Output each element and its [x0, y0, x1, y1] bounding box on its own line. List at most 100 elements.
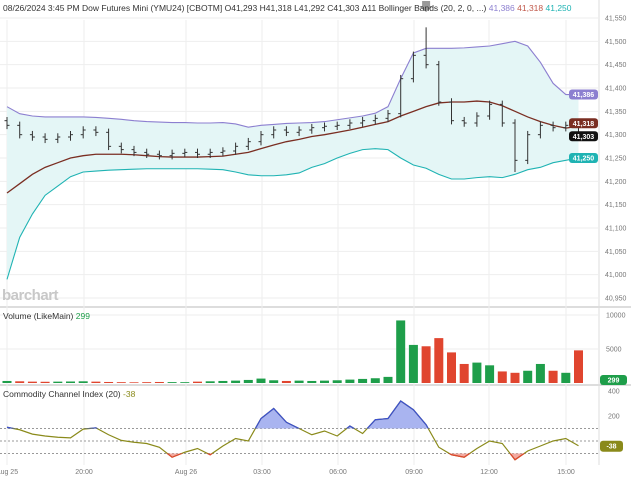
- cci-oversold-fill: [7, 453, 579, 460]
- last-value-tag-label: 41,250: [573, 156, 595, 163]
- volume-bar: [256, 378, 266, 383]
- price-bar: [118, 142, 124, 154]
- volume-last-tag: [600, 375, 627, 385]
- y-tick-label: 41,550: [605, 16, 627, 23]
- last-value-tag: [569, 89, 598, 100]
- price-bar: [563, 121, 569, 132]
- y-tick-label: 41,300: [605, 132, 627, 139]
- price-bar: [106, 128, 112, 151]
- price-bar: [233, 142, 239, 155]
- volume-last-tag-label: 299: [608, 378, 620, 385]
- price-bar: [372, 114, 378, 125]
- y-tick-label: 41,150: [605, 202, 627, 209]
- volume-bar: [320, 380, 329, 383]
- volume-bar: [27, 381, 37, 383]
- price-bar: [499, 100, 505, 127]
- volume-bar: [129, 382, 139, 383]
- price-bar: [449, 98, 454, 125]
- price-bar: [525, 130, 531, 165]
- volume-legend[interactable]: Volume (LikeMain) 299: [3, 311, 90, 321]
- price-bar: [156, 150, 162, 160]
- volume-bar: [497, 371, 507, 383]
- price-bar: [55, 133, 61, 144]
- volume-bar: [91, 381, 101, 383]
- volume-legend-value: 299: [75, 311, 90, 321]
- open-value: O41,293: [224, 3, 258, 13]
- volume-bar: [40, 381, 50, 383]
- upper-band-value: 41,386: [488, 3, 515, 13]
- cci-legend[interactable]: Commodity Channel Index (20) -38: [3, 389, 135, 399]
- price-bar: [322, 122, 327, 132]
- y-tick-label: 41,100: [605, 226, 627, 233]
- volume-bar: [396, 320, 406, 383]
- volume-bar: [78, 381, 88, 383]
- last-value-tag-label: 41,303: [573, 134, 595, 141]
- volume-bar: [269, 380, 279, 383]
- study-name[interactable]: Bollinger Bands: [378, 3, 439, 13]
- y-tick-label: 41,200: [605, 179, 627, 186]
- price-bar: [283, 126, 289, 137]
- volume-bar: [243, 379, 253, 383]
- volume-bar: [104, 381, 114, 383]
- volume-bar: [332, 380, 342, 383]
- volume-bar: [548, 370, 558, 383]
- volume-bar: [307, 380, 317, 383]
- price-bar: [537, 121, 543, 139]
- cci-legend-value: -38: [123, 389, 136, 399]
- x-tick-label: 09:00: [405, 469, 423, 476]
- cci-last-tag-label: -38: [606, 443, 616, 450]
- cci-line-overbought: [6, 400, 429, 429]
- close-value: C41,303: [327, 3, 360, 13]
- price-bar: [512, 119, 518, 173]
- x-tick-label: 20:00: [75, 469, 93, 476]
- volume-legend-label: Volume (LikeMain): [3, 311, 74, 321]
- price-bar: [207, 148, 213, 159]
- volume-bar: [345, 379, 355, 383]
- volume-bar: [523, 370, 533, 383]
- cci-tick-label: 400: [608, 389, 620, 396]
- high-value: H41,318: [259, 3, 292, 13]
- last-value-tag-label: 41,386: [573, 92, 595, 99]
- price-bar: [68, 130, 73, 141]
- price-bar: [360, 116, 366, 127]
- price-bar: [131, 145, 137, 157]
- volume-bar: [434, 338, 444, 383]
- x-tick-label: 06:00: [329, 469, 347, 476]
- price-bar: [17, 121, 23, 139]
- volume-tick-label: 5000: [606, 347, 622, 354]
- price-bar: [29, 130, 35, 141]
- last-value-tag: [569, 131, 598, 142]
- price-bar: [144, 148, 150, 159]
- y-tick-label: 40,950: [605, 296, 627, 303]
- volume-bar: [358, 378, 368, 383]
- volume-bar: [421, 346, 431, 383]
- cci-overbought-fill: [7, 401, 579, 429]
- upper-band-line: [6, 40, 579, 128]
- price-bar: [258, 130, 264, 146]
- volume-bar: [142, 382, 152, 383]
- y-tick-label: 41,400: [605, 86, 627, 93]
- price-bar: [398, 74, 404, 118]
- price-bar: [271, 126, 277, 139]
- volume-bar: [485, 365, 495, 383]
- volume-bar: [231, 380, 241, 383]
- price-bar: [169, 149, 175, 160]
- volume-bar: [180, 382, 190, 383]
- cci-legend-label: Commodity Channel Index (20): [3, 389, 121, 399]
- chart-header: 08/26/2024 3:45 PM Dow Futures Mini (YMU…: [3, 3, 572, 13]
- volume-bar: [370, 378, 380, 383]
- study-params[interactable]: (20, 2, 0, ...): [440, 3, 487, 13]
- volume-bar: [408, 344, 418, 383]
- header-date: 08/26/2024: [3, 3, 46, 13]
- volume-bar: [193, 381, 202, 383]
- lower-band-value: 41,250: [545, 3, 572, 13]
- volume-bar: [116, 382, 126, 383]
- volume-bar: [218, 380, 228, 383]
- low-value: L41,292: [294, 3, 325, 13]
- volume-bar: [2, 380, 12, 383]
- price-bar: [385, 109, 391, 123]
- volume-bar: [561, 372, 571, 383]
- volume-bar: [167, 382, 177, 383]
